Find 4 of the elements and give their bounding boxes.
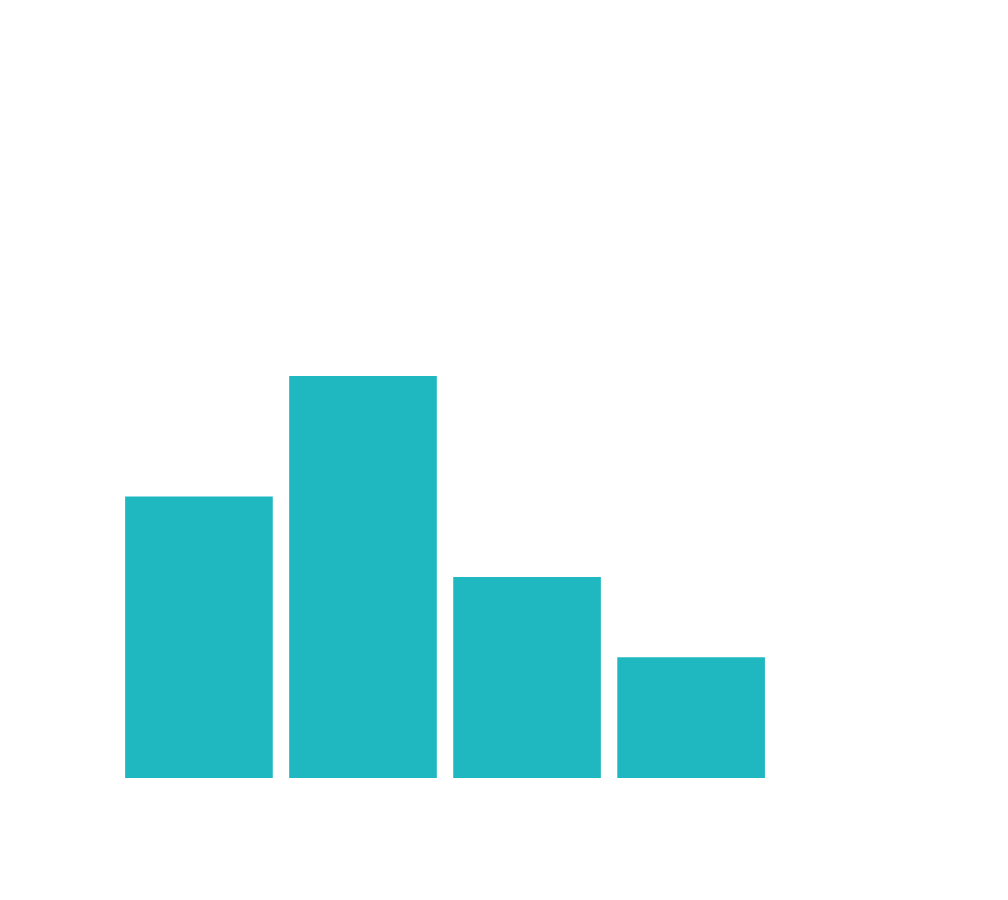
bar <box>125 496 273 778</box>
bar <box>453 576 601 778</box>
bar <box>617 657 765 778</box>
bar <box>289 375 437 778</box>
